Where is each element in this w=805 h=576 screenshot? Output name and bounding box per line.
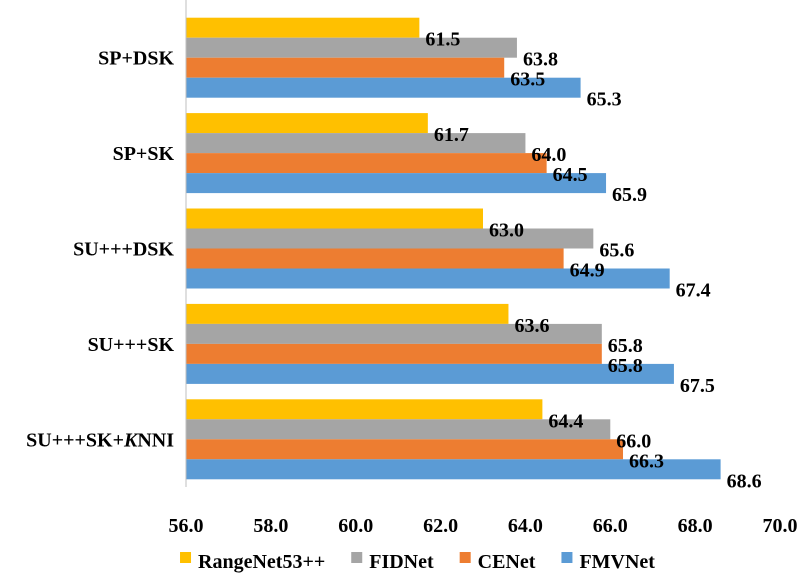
legend-swatch-cenet [459,552,471,563]
bar-fidnet-su-dsk [186,228,594,249]
bar-rangenet53-sp-sk [186,113,428,134]
bar-fidnet-su-sk-knni [186,419,611,440]
value-label-cenet-sp-sk: 64.5 [553,164,588,186]
legend-swatch-rangenet53 [180,552,192,563]
bar-rangenet53-su-sk [186,303,509,324]
bar-fidnet-su-sk [186,323,602,344]
category-label-su-dsk: SU+++DSK [73,239,174,261]
value-label-fmvnet-sp-sk: 65.9 [612,184,647,206]
legend-item-fmvnet: FMVNet [561,551,655,573]
category-labels: SP+DSK SP+SK SU+++DSK SU+++SK SU+++SK+KNNI [26,48,174,452]
legend-swatch-fidnet [351,552,363,563]
legend-label-rangenet53: RangeNet53++ [198,551,325,573]
value-label-rangenet53-sp-dsk: 61.5 [425,29,460,51]
value-label-fmvnet-sp-dsk: 65.3 [587,89,622,111]
value-label-cenet-su-sk: 65.8 [608,355,643,377]
value-label-fidnet-su-dsk: 65.6 [599,240,634,262]
bar-rangenet53-sp-dsk [186,17,420,38]
value-label-rangenet53-su-dsk: 63.0 [489,220,524,242]
bar-cenet-su-sk-knni [186,439,624,460]
bar-rangenet53-su-sk-knni [186,399,543,420]
bar-rangenet53-su-dsk [186,208,483,229]
value-label-cenet-su-sk-knni: 66.3 [629,450,664,472]
value-label-rangenet53-sp-sk: 61.7 [434,124,469,146]
legend-item-fidnet: FIDNet [351,551,434,573]
bars-layer [186,17,721,480]
value-label-fidnet-sp-dsk: 63.8 [523,49,558,71]
bar-fmvnet-su-sk [186,363,674,384]
category-label-su-sk-knni: SU+++SK+KNNI [26,429,174,451]
bar-fmvnet-su-sk-knni [186,459,721,480]
value-label-fidnet-su-sk: 65.8 [608,335,643,357]
value-label-cenet-su-dsk: 64.9 [570,260,605,282]
legend-label-fidnet: FIDNet [369,551,434,573]
x-tick-label-64-0: 64.0 [508,515,543,537]
bar-fidnet-sp-sk [186,133,526,154]
x-tick-label-70-0: 70.0 [763,515,798,537]
category-label-su-sk: SU+++SK [88,334,175,356]
value-label-cenet-sp-dsk: 63.5 [510,69,545,91]
category-label-sp-dsk: SP+DSK [98,48,174,70]
value-label-rangenet53-su-sk-knni: 64.4 [548,410,583,432]
legend-label-cenet: CENet [478,551,536,573]
legend-label-fmvnet: FMVNet [579,551,655,573]
bar-fmvnet-sp-sk [186,173,607,194]
legend: RangeNet53++ FIDNet CENet FMVNet [180,551,655,573]
bar-cenet-sp-dsk [186,57,505,78]
x-tick-label-68-0: 68.0 [678,515,713,537]
x-tick-label-56-0: 56.0 [169,515,204,537]
value-label-rangenet53-su-sk: 63.6 [514,315,549,337]
x-tick-label-60-0: 60.0 [338,515,373,537]
value-label-fmvnet-su-sk-knni: 68.6 [727,470,762,492]
legend-swatch-fmvnet [561,552,573,563]
bar-fmvnet-sp-dsk [186,77,581,98]
legend-item-cenet: CENet [459,551,536,573]
bar-fmvnet-su-dsk [186,268,670,289]
value-label-fmvnet-su-sk: 67.5 [680,375,715,397]
value-label-fmvnet-su-dsk: 67.4 [676,280,711,302]
value-label-fidnet-sp-sk: 64.0 [531,144,566,166]
bar-cenet-sp-sk [186,153,547,174]
bar-fidnet-sp-dsk [186,37,517,58]
value-labels: 61.5 63.863.5 65.3 61.7 64.064.5 65.9 63.0 65.6… [425,29,761,493]
category-label-sp-sk: SP+SK [113,143,175,165]
x-tick-label-58-0: 58.0 [253,515,288,537]
legend-item-rangenet53: RangeNet53++ [180,551,325,573]
bar-cenet-su-sk [186,343,602,364]
bar-cenet-su-dsk [186,248,564,269]
value-label-fidnet-su-sk-knni: 66.0 [616,430,651,452]
x-tick-labels: 56.0 58.0 60.0 62.0 64.0 66.0 68.0 70.0 [169,515,798,537]
x-tick-label-66-0: 66.0 [593,515,628,537]
x-tick-label-62-0: 62.0 [423,515,458,537]
